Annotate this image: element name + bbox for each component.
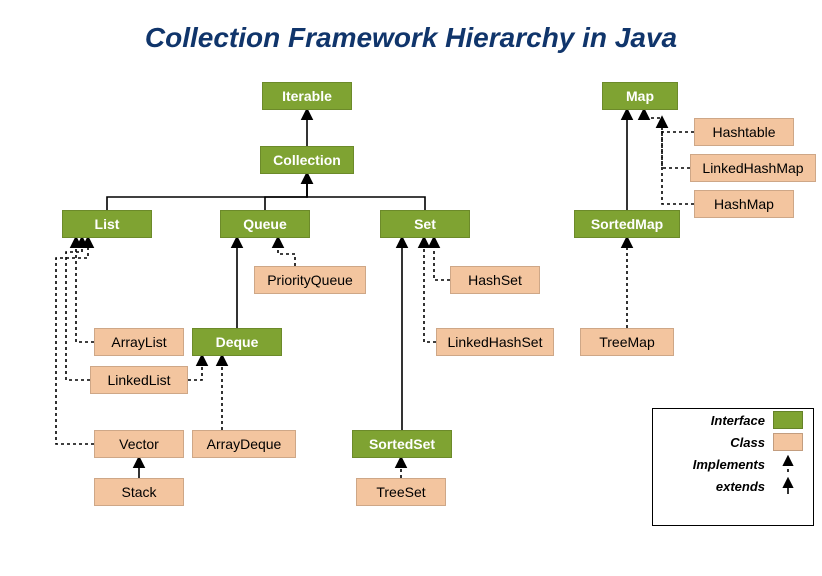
interface-swatch bbox=[773, 411, 803, 429]
node-sortedmap: SortedMap bbox=[574, 210, 680, 238]
edge-Vector-List bbox=[56, 238, 94, 444]
node-collection: Collection bbox=[260, 146, 354, 174]
edge-Hashtable-Map bbox=[644, 110, 694, 132]
node-priorityqueue: PriorityQueue bbox=[254, 266, 366, 294]
node-vector: Vector bbox=[94, 430, 184, 458]
extends-line-icon bbox=[773, 477, 803, 495]
edge-Set-Collection bbox=[307, 174, 425, 210]
edge-List-Collection bbox=[107, 174, 307, 210]
node-hashtable: Hashtable bbox=[694, 118, 794, 146]
node-linkedhashmap: LinkedHashMap bbox=[690, 154, 816, 182]
node-treeset: TreeSet bbox=[356, 478, 446, 506]
node-queue: Queue bbox=[220, 210, 310, 238]
implements-line-icon bbox=[773, 455, 803, 473]
class-swatch bbox=[773, 433, 803, 451]
node-stack: Stack bbox=[94, 478, 184, 506]
legend-row-extends: extends bbox=[653, 475, 813, 497]
legend-label: Implements bbox=[693, 457, 765, 472]
legend-label: Class bbox=[730, 435, 765, 450]
legend-label: extends bbox=[716, 479, 765, 494]
node-sortedset: SortedSet bbox=[352, 430, 452, 458]
legend-row-interface: Interface bbox=[653, 409, 813, 431]
node-arraylist: ArrayList bbox=[94, 328, 184, 356]
node-treemap: TreeMap bbox=[580, 328, 674, 356]
edge-PriorityQueue-Queue bbox=[278, 238, 295, 266]
edge-ArrayList-List bbox=[76, 238, 94, 342]
edge-LinkedList-List bbox=[66, 238, 90, 380]
node-deque: Deque bbox=[192, 328, 282, 356]
node-set: Set bbox=[380, 210, 470, 238]
legend-label: Interface bbox=[711, 413, 765, 428]
edge-LinkedList-Deque bbox=[188, 356, 202, 380]
edge-LinkedHashMap-Map bbox=[662, 118, 690, 168]
node-arraydeque: ArrayDeque bbox=[192, 430, 296, 458]
legend-row-implements: Implements bbox=[653, 453, 813, 475]
node-map: Map bbox=[602, 82, 678, 110]
edge-HashSet-Set bbox=[434, 238, 450, 280]
legend-row-class: Class bbox=[653, 431, 813, 453]
edge-LinkedHashSet-Set bbox=[424, 238, 436, 342]
node-hashmap: HashMap bbox=[694, 190, 794, 218]
edge-Queue-Collection bbox=[265, 174, 307, 210]
node-hashset: HashSet bbox=[450, 266, 540, 294]
diagram-title: Collection Framework Hierarchy in Java bbox=[0, 22, 822, 54]
node-list: List bbox=[62, 210, 152, 238]
node-linkedlist: LinkedList bbox=[90, 366, 188, 394]
legend: Interface Class Implements extends bbox=[652, 408, 814, 526]
node-iterable: Iterable bbox=[262, 82, 352, 110]
node-linkedhashset: LinkedHashSet bbox=[436, 328, 554, 356]
